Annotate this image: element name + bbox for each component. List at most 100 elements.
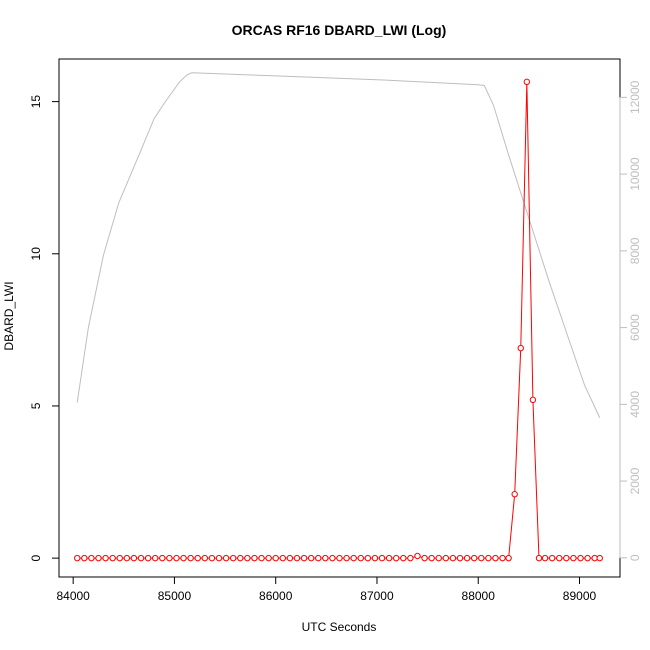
data-point bbox=[492, 554, 499, 562]
secondary-series-line bbox=[76, 72, 601, 418]
y2-tick-label: 0 bbox=[628, 554, 642, 561]
y-axis-label: DBARD_LWI bbox=[2, 281, 16, 350]
data-point bbox=[315, 554, 322, 562]
data-point bbox=[400, 554, 407, 562]
x-axis-label: UTC Seconds bbox=[302, 620, 377, 634]
data-point bbox=[485, 554, 492, 562]
x-tick-label: 87000 bbox=[360, 589, 394, 603]
data-point bbox=[222, 554, 230, 562]
data-point bbox=[88, 554, 95, 562]
data-point bbox=[286, 554, 294, 562]
data-point bbox=[505, 554, 512, 562]
data-point bbox=[570, 554, 577, 562]
data-point bbox=[385, 554, 393, 562]
data-point bbox=[414, 552, 421, 560]
data-point bbox=[322, 554, 329, 562]
data-point bbox=[130, 554, 138, 562]
data-point bbox=[407, 554, 414, 562]
chart-title: ORCAS RF16 DBARD_LWI (Log) bbox=[232, 22, 447, 38]
data-point bbox=[378, 554, 386, 562]
series-line bbox=[77, 81, 600, 559]
data-point bbox=[74, 554, 81, 562]
data-point bbox=[194, 554, 201, 562]
data-point bbox=[201, 554, 209, 562]
data-point bbox=[229, 554, 237, 562]
data-point bbox=[428, 554, 435, 562]
x-tick-label: 88000 bbox=[462, 589, 496, 603]
data-point bbox=[478, 554, 485, 562]
data-point bbox=[215, 554, 223, 562]
x-axis: 84000 85000 86000 87000 88000 89000 bbox=[56, 576, 597, 603]
data-point bbox=[371, 554, 379, 562]
data-point bbox=[272, 554, 279, 562]
y2-tick-label: 12000 bbox=[628, 80, 642, 114]
data-point bbox=[350, 554, 357, 562]
data-point bbox=[517, 344, 524, 352]
data-point bbox=[265, 554, 272, 562]
data-point bbox=[343, 554, 350, 562]
data-point bbox=[208, 554, 216, 562]
data-point bbox=[456, 554, 464, 562]
y-tick-label: 10 bbox=[29, 247, 43, 261]
data-point bbox=[244, 554, 251, 562]
data-point bbox=[442, 554, 450, 562]
data-point bbox=[511, 491, 518, 498]
data-point bbox=[435, 554, 442, 562]
data-point bbox=[535, 554, 543, 562]
data-point bbox=[251, 554, 258, 562]
data-point bbox=[279, 554, 286, 562]
data-point bbox=[102, 554, 109, 562]
data-point bbox=[577, 554, 584, 562]
data-point bbox=[548, 554, 556, 562]
data-point bbox=[329, 554, 336, 562]
data-point bbox=[470, 554, 478, 562]
data-point bbox=[173, 554, 180, 562]
data-point bbox=[357, 554, 364, 562]
x-tick-label: 85000 bbox=[158, 589, 192, 603]
y2-tick-label: 4000 bbox=[628, 391, 642, 418]
data-point bbox=[137, 554, 145, 562]
data-point bbox=[529, 396, 537, 404]
data-point bbox=[116, 554, 123, 562]
y-tick-label: 0 bbox=[29, 554, 43, 561]
data-point bbox=[556, 554, 563, 562]
data-point bbox=[166, 554, 173, 562]
data-point bbox=[307, 554, 315, 562]
series-layer bbox=[74, 72, 603, 562]
data-point bbox=[393, 554, 400, 562]
data-point bbox=[563, 554, 570, 562]
data-point bbox=[187, 554, 194, 562]
data-point bbox=[109, 554, 116, 562]
y2-tick-label: 6000 bbox=[628, 314, 642, 341]
y2-tick-label: 8000 bbox=[628, 237, 642, 264]
secondary-y-axis: 0 2000 4000 6000 8000 10000 12000 bbox=[619, 80, 642, 561]
data-point bbox=[293, 554, 301, 562]
x-tick-label: 89000 bbox=[563, 589, 597, 603]
y2-tick-label: 10000 bbox=[628, 157, 642, 191]
data-point bbox=[596, 554, 603, 562]
data-point bbox=[258, 554, 265, 562]
data-point bbox=[364, 554, 372, 562]
data-point bbox=[449, 554, 457, 562]
data-point bbox=[152, 554, 159, 562]
y2-tick-label: 2000 bbox=[628, 467, 642, 494]
data-point bbox=[499, 554, 506, 562]
data-point bbox=[237, 554, 244, 562]
data-point bbox=[523, 78, 531, 86]
data-point bbox=[336, 554, 343, 562]
x-tick-label: 86000 bbox=[259, 589, 293, 603]
data-point bbox=[584, 554, 591, 562]
data-point bbox=[421, 554, 428, 562]
y-tick-label: 15 bbox=[29, 95, 43, 109]
data-point bbox=[300, 554, 308, 562]
data-point bbox=[159, 554, 166, 562]
data-point bbox=[180, 554, 187, 562]
data-point bbox=[95, 554, 102, 562]
data-point bbox=[144, 554, 152, 562]
data-point bbox=[541, 554, 549, 562]
y-axis: 0 5 10 15 bbox=[29, 95, 60, 561]
data-point bbox=[81, 554, 88, 562]
x-tick-label: 84000 bbox=[56, 589, 90, 603]
